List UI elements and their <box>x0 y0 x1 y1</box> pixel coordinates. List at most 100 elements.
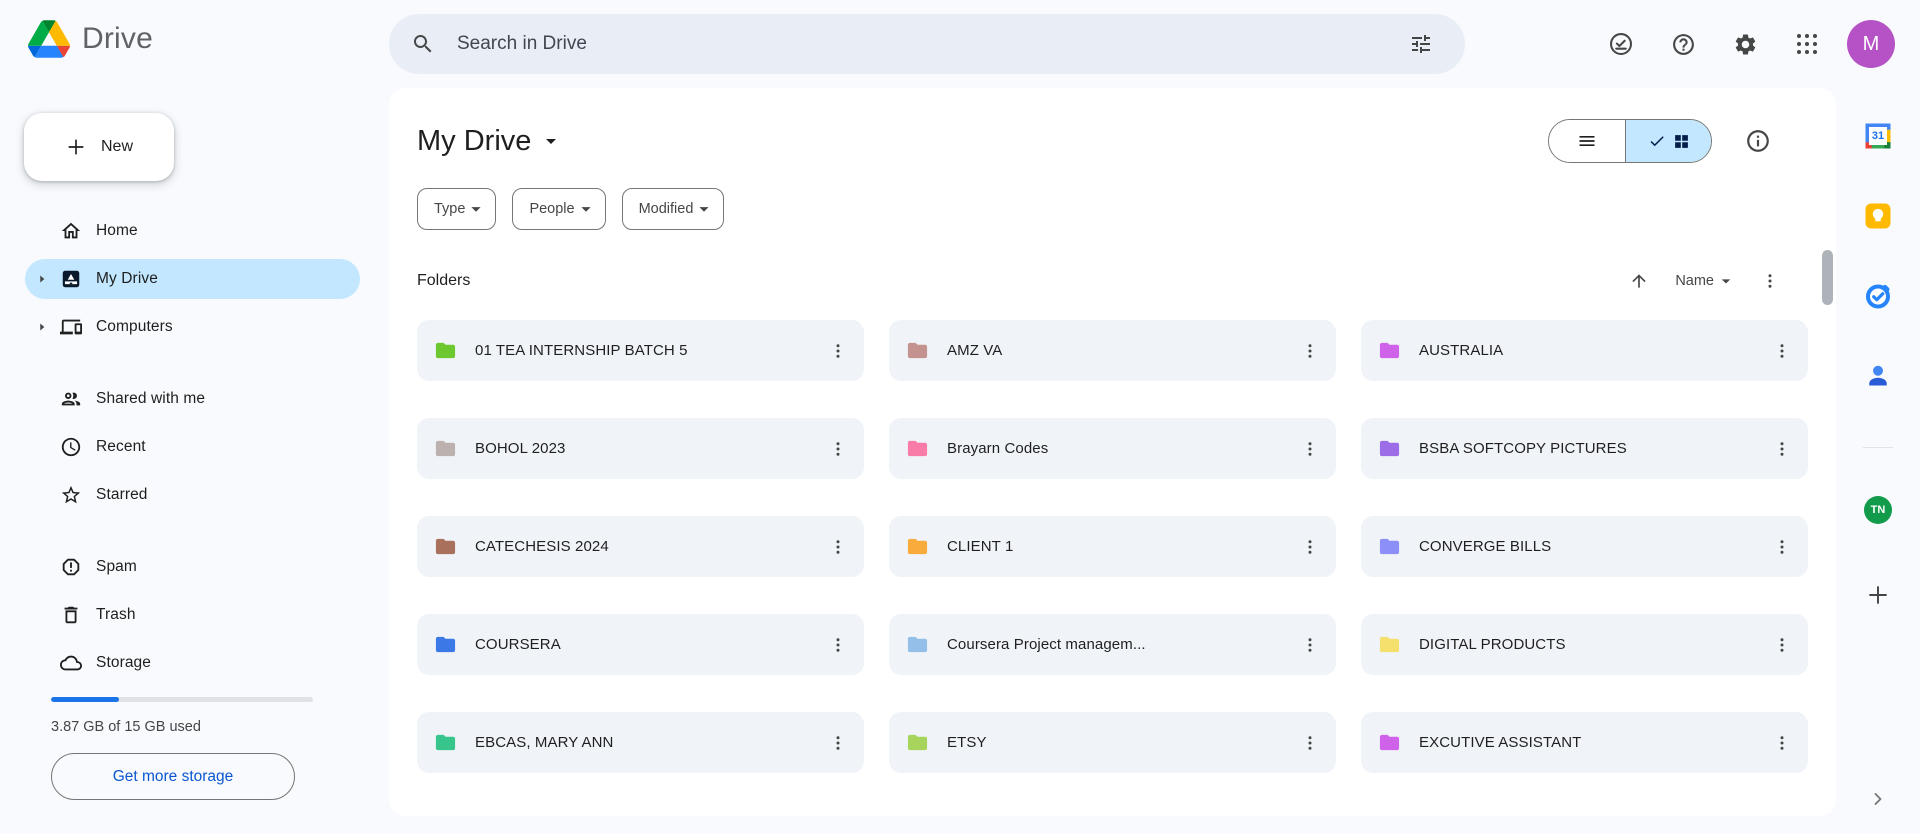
folder-more-options-button[interactable] <box>1290 429 1330 469</box>
dropdown-caret-icon <box>575 198 597 220</box>
calendar-icon[interactable]: 31 <box>1863 121 1893 151</box>
expand-arrow-icon[interactable] <box>35 320 52 334</box>
apps-grid-icon[interactable] <box>1785 22 1829 66</box>
chip-label: People <box>529 201 574 217</box>
account-avatar[interactable]: M <box>1847 20 1895 68</box>
kebab-menu-icon <box>829 734 847 752</box>
folder-name: CLIENT 1 <box>947 538 1290 555</box>
sort-by-name-button[interactable]: Name <box>1675 271 1736 291</box>
folder-more-options-button[interactable] <box>1762 429 1802 469</box>
filter-chip-modified[interactable]: Modified <box>622 188 725 230</box>
search-input[interactable] <box>457 33 1399 55</box>
folder-icon <box>434 535 457 558</box>
expand-arrow-icon[interactable] <box>35 272 52 286</box>
folder-card[interactable]: CATECHESIS 2024 <box>417 516 864 577</box>
grid-view-icon <box>1673 133 1690 150</box>
folder-card[interactable]: DIGITAL PRODUCTS <box>1361 614 1808 675</box>
folders-label: Folders <box>417 272 470 290</box>
folder-more-options-button[interactable] <box>1762 527 1802 567</box>
sidebar-item-home[interactable]: Home <box>25 211 360 251</box>
sidebar-item-recent[interactable]: Recent <box>25 427 360 467</box>
folder-card[interactable]: BOHOL 2023 <box>417 418 864 479</box>
dropdown-caret-icon <box>1716 271 1736 291</box>
folder-more-options-button[interactable] <box>1290 331 1330 371</box>
section-more-options-button[interactable] <box>1750 261 1790 301</box>
folder-more-options-button[interactable] <box>818 331 858 371</box>
info-icon[interactable] <box>1736 119 1780 163</box>
tn-addon-avatar[interactable]: TN <box>1864 496 1892 524</box>
folder-name: CATECHESIS 2024 <box>475 538 818 555</box>
kebab-menu-icon <box>1301 636 1319 654</box>
new-button-label: New <box>101 138 133 156</box>
app-wordmark: Drive <box>82 22 153 56</box>
folder-card[interactable]: AUSTRALIA <box>1361 320 1808 381</box>
sort-controls: Name <box>1617 259 1790 303</box>
folder-card[interactable]: EXCUTIVE ASSISTANT <box>1361 712 1808 773</box>
top-bar: Drive M <box>0 0 1920 88</box>
folder-card[interactable]: COURSERA <box>417 614 864 675</box>
search-icon[interactable] <box>411 32 435 56</box>
folder-more-options-button[interactable] <box>818 527 858 567</box>
storage-used-text: 3.87 GB of 15 GB used <box>51 719 313 735</box>
contacts-icon[interactable] <box>1863 361 1893 391</box>
new-button[interactable]: New <box>24 113 174 181</box>
my-drive-icon <box>59 268 83 290</box>
folder-icon <box>1378 633 1401 656</box>
offline-status-icon[interactable] <box>1599 22 1643 66</box>
add-addon-plus-icon[interactable] <box>1863 580 1893 610</box>
sort-direction-arrow-icon[interactable] <box>1617 259 1661 303</box>
filter-chip-type[interactable]: Type <box>417 188 496 230</box>
folder-card[interactable]: AMZ VA <box>889 320 1336 381</box>
sidebar-item-my-drive[interactable]: My Drive <box>25 259 360 299</box>
folder-card[interactable]: EBCAS, MARY ANN <box>417 712 864 773</box>
sidebar-item-storage[interactable]: Storage <box>25 643 360 683</box>
list-view-button[interactable] <box>1549 120 1625 162</box>
folder-name: EXCUTIVE ASSISTANT <box>1419 734 1762 751</box>
expand-panel-chevron-icon[interactable] <box>1868 789 1888 809</box>
sidebar-item-spam[interactable]: Spam <box>25 547 360 587</box>
sidebar-item-computers[interactable]: Computers <box>25 307 360 347</box>
folder-card[interactable]: Brayarn Codes <box>889 418 1336 479</box>
folder-more-options-button[interactable] <box>1290 625 1330 665</box>
page-title-dropdown[interactable]: My Drive <box>417 125 563 158</box>
folder-more-options-button[interactable] <box>818 429 858 469</box>
folder-more-options-button[interactable] <box>1762 723 1802 763</box>
folder-more-options-button[interactable] <box>1762 331 1802 371</box>
drive-logo[interactable]: Drive <box>28 20 153 58</box>
storage-progress-fill <box>51 697 119 702</box>
folder-name: BOHOL 2023 <box>475 440 818 457</box>
help-icon[interactable] <box>1661 22 1705 66</box>
folder-card[interactable]: BSBA SOFTCOPY PICTURES <box>1361 418 1808 479</box>
filter-chip-people[interactable]: People <box>512 188 605 230</box>
folder-card[interactable]: ETSY <box>889 712 1336 773</box>
scrollbar-thumb[interactable] <box>1822 250 1833 305</box>
search-options-icon[interactable] <box>1399 22 1443 66</box>
folder-card[interactable]: Coursera Project managem... <box>889 614 1336 675</box>
keep-icon[interactable] <box>1863 201 1893 231</box>
chip-label: Type <box>434 201 465 217</box>
shared-with-me-icon <box>59 388 83 410</box>
folder-more-options-button[interactable] <box>1290 527 1330 567</box>
folder-card[interactable]: 01 TEA INTERNSHIP BATCH 5 <box>417 320 864 381</box>
get-more-storage-button[interactable]: Get more storage <box>51 753 295 800</box>
sidebar-item-label: Home <box>96 222 138 240</box>
sidebar-item-shared-with-me[interactable]: Shared with me <box>25 379 360 419</box>
settings-gear-icon[interactable] <box>1723 22 1767 66</box>
sidebar-item-trash[interactable]: Trash <box>25 595 360 635</box>
folder-more-options-button[interactable] <box>818 625 858 665</box>
folder-name: 01 TEA INTERNSHIP BATCH 5 <box>475 342 818 359</box>
grid-view-button[interactable] <box>1625 120 1711 162</box>
folder-more-options-button[interactable] <box>818 723 858 763</box>
folder-card[interactable]: CONVERGE BILLS <box>1361 516 1808 577</box>
folder-more-options-button[interactable] <box>1762 625 1802 665</box>
sidebar-item-starred[interactable]: Starred <box>25 475 360 515</box>
folder-card[interactable]: CLIENT 1 <box>889 516 1336 577</box>
recent-clock-icon <box>59 436 83 458</box>
search-bar[interactable] <box>389 14 1465 74</box>
folder-more-options-button[interactable] <box>1290 723 1330 763</box>
sidebar-item-label: Trash <box>96 606 136 624</box>
tasks-icon[interactable] <box>1863 281 1893 311</box>
kebab-menu-icon <box>829 636 847 654</box>
folder-icon <box>906 339 929 362</box>
side-panel: 31 TN <box>1836 88 1920 834</box>
